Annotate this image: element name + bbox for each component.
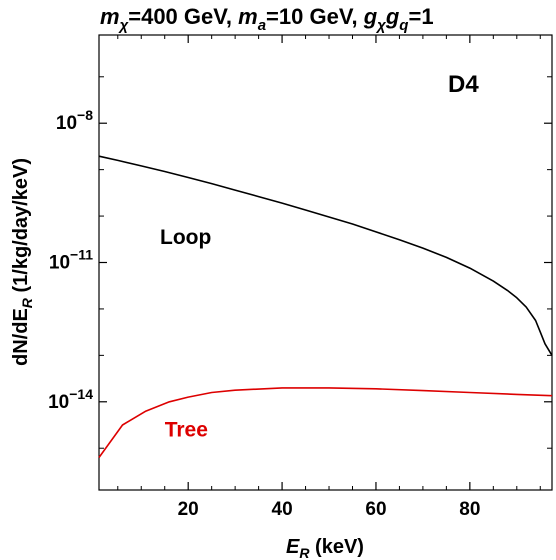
x-tick-label: 80 (459, 499, 480, 520)
axis-tick-labels: 20 40 60 80 10−8 10−11 10−14 (48, 107, 480, 520)
x-tick-label: 40 (272, 499, 293, 520)
panel-label: D4 (448, 71, 479, 98)
y-tick-label: 10−8 (56, 107, 93, 134)
y-tick-label: 10−11 (49, 247, 93, 274)
chart-title: mχ=400 GeV, ma=10 GeV, gχgq=1 (100, 4, 434, 34)
x-tick-label: 20 (178, 499, 199, 520)
axis-ticks (99, 35, 552, 490)
y-axis-label: dN/dER (1/kg/day/keV) (10, 158, 35, 366)
series-line-tree (98, 387, 553, 458)
chart-title-text: mχ=400 GeV, ma=10 GeV, gχgq=1 (100, 4, 434, 34)
series-label-tree: Tree (165, 419, 208, 442)
series-labels: Loop Tree (160, 226, 211, 442)
y-tick-label: 10−14 (48, 386, 93, 413)
series-label-loop: Loop (160, 226, 211, 249)
y-axis-label-text: dN/dER (1/kg/day/keV) (10, 158, 35, 366)
x-axis-label-text: ER (keV) (286, 536, 364, 560)
x-tick-label: 60 (365, 499, 386, 520)
x-axis-label: ER (keV) (286, 536, 364, 560)
series-line-loop (98, 155, 553, 356)
series-layer (98, 155, 553, 458)
